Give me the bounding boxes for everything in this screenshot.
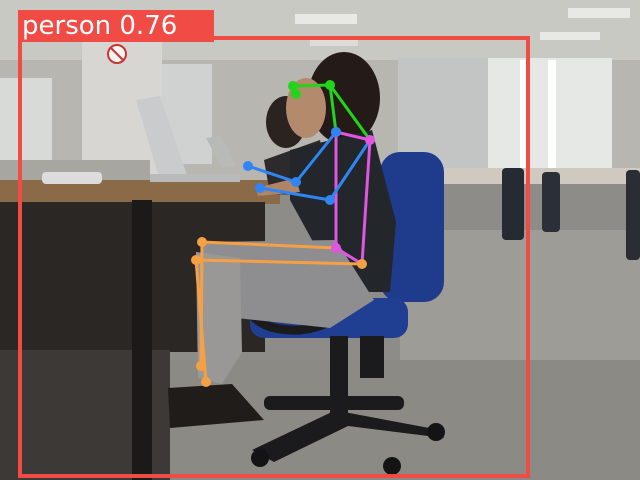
keypoint-right-eye — [325, 80, 335, 90]
detection-label: person 0.76 — [18, 10, 183, 42]
skeleton-link-left-thigh — [201, 240, 337, 250]
ceiling-vent — [295, 14, 357, 24]
keypoint-right-wrist — [255, 183, 265, 193]
keypoints — [191, 80, 375, 387]
laptop — [206, 136, 236, 168]
chair-back — [380, 152, 444, 302]
keypoint-right-knee — [191, 255, 201, 265]
window-light — [548, 60, 556, 168]
skeleton-link-eyes — [292, 83, 331, 88]
skeleton-link-head-neck — [328, 84, 338, 133]
skeleton-link-right-thigh — [195, 258, 363, 266]
label-background — [18, 10, 214, 42]
skeleton-link-right-forearm — [259, 186, 331, 202]
far-desk-left — [0, 160, 150, 182]
person-shin — [196, 252, 242, 384]
chair-wheel — [383, 457, 401, 475]
skeleton-link-shoulders — [335, 130, 371, 142]
keypoint-left-ankle — [196, 361, 206, 371]
keypoint-left-knee — [197, 237, 207, 247]
keypoint-left-wrist — [243, 161, 253, 171]
skeleton-link-right-side — [360, 139, 372, 265]
detection-class: person — [22, 11, 112, 41]
skeleton-link-hips — [335, 246, 363, 266]
keypoint-right-ankle — [201, 377, 211, 387]
ceiling-vent — [310, 38, 358, 46]
detection-confidence: 0.76 — [119, 11, 178, 41]
detection-box — [18, 36, 530, 478]
keypoint-left-eye — [288, 81, 298, 91]
laptop — [136, 96, 188, 180]
keypoint-left-shoulder — [331, 127, 341, 137]
laptop-base — [150, 174, 240, 182]
keypoint-nose — [291, 89, 301, 99]
chair-base — [252, 410, 444, 462]
skeleton-link-left-upper-arm — [294, 131, 338, 183]
keypoint-left-elbow — [291, 177, 301, 187]
ceiling-vent — [568, 8, 630, 18]
far-chair — [502, 168, 524, 240]
keypoint-right-elbow — [325, 195, 335, 205]
no-smoking-slash — [109, 46, 125, 62]
desk-leg — [132, 200, 152, 480]
far-chair — [542, 172, 560, 232]
far-chair — [626, 170, 640, 260]
person-hair — [308, 52, 380, 144]
chair-wheel — [427, 423, 445, 441]
phone — [42, 172, 102, 184]
chair-wheel — [251, 449, 269, 467]
keypoint-left-hip — [331, 243, 341, 253]
person-shoe — [168, 384, 264, 428]
skeleton-link-left-shin — [199, 241, 204, 367]
chair-lever — [360, 336, 384, 378]
keypoint-right-shoulder — [365, 135, 375, 145]
skeleton-link-left-forearm — [247, 164, 297, 184]
ceiling-vent — [540, 32, 600, 40]
chair-base-arm — [264, 396, 404, 410]
keypoint-right-hip — [357, 259, 367, 269]
skeleton-link-right-upper-arm — [328, 139, 372, 201]
skeleton-link-right-shin — [194, 259, 208, 383]
window — [398, 58, 496, 170]
window — [0, 78, 52, 168]
window-light — [520, 60, 530, 168]
skeleton-link-ear-shoulder — [328, 84, 372, 141]
